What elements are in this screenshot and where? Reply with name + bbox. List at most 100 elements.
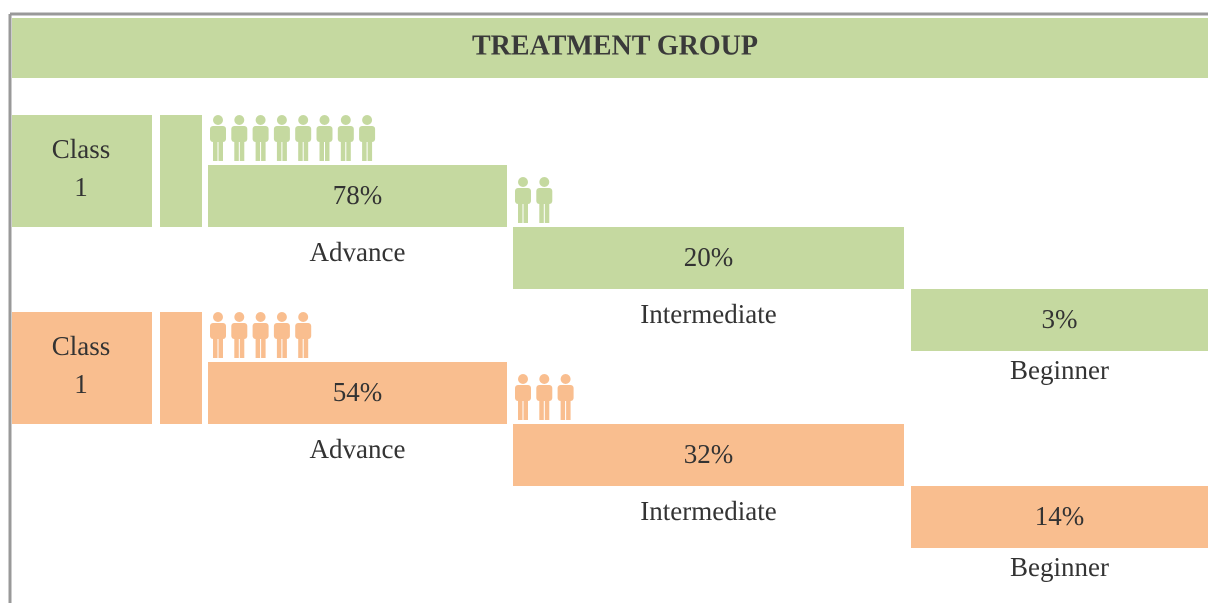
- person-icon: [252, 115, 269, 161]
- level-bar: [208, 362, 507, 424]
- level-percent: 3%: [1042, 304, 1078, 334]
- icon-leg: [539, 201, 544, 223]
- icon-head: [298, 115, 309, 125]
- person-icon: [295, 312, 312, 358]
- icon-head: [319, 115, 330, 125]
- person-icon: [273, 312, 290, 358]
- icon-leg: [276, 139, 282, 161]
- header-band: [12, 18, 1208, 78]
- class-label-line: 1: [74, 172, 88, 202]
- person-icon: [273, 115, 290, 161]
- level-percent: 14%: [1035, 501, 1085, 531]
- icon-head: [234, 115, 245, 125]
- person-icon: [210, 312, 226, 358]
- icon-leg: [367, 139, 373, 161]
- icon-body: [316, 126, 333, 142]
- level-name: Beginner: [1010, 355, 1109, 385]
- level-bar: [911, 486, 1208, 548]
- icon-leg: [303, 139, 309, 161]
- icon-leg: [282, 336, 287, 358]
- level-bar: [513, 424, 904, 486]
- icon-head: [255, 115, 266, 125]
- icon-head: [298, 312, 309, 322]
- icon-body: [252, 126, 269, 142]
- class-label-line: 1: [74, 369, 88, 399]
- class-strip: [160, 312, 202, 424]
- icon-leg: [298, 336, 303, 358]
- icon-head: [362, 115, 373, 125]
- level-bar: [513, 227, 904, 289]
- level-name: Advance: [310, 237, 406, 267]
- level-bar: [208, 165, 507, 227]
- icon-leg: [362, 139, 367, 161]
- level-name: Intermediate: [640, 496, 776, 526]
- level-percent: 54%: [333, 377, 383, 407]
- person-icon: [231, 312, 248, 358]
- person-icon: [536, 177, 553, 223]
- icon-head: [213, 312, 223, 322]
- person-icon: [252, 312, 269, 358]
- icon-body: [252, 323, 269, 339]
- icon-leg: [218, 336, 223, 358]
- icon-head: [276, 115, 287, 125]
- icon-leg: [282, 139, 287, 161]
- icon-leg: [303, 336, 309, 358]
- icon-leg: [346, 139, 351, 161]
- icon-leg: [523, 398, 528, 420]
- icon-head: [213, 115, 223, 125]
- class-box: [12, 115, 152, 227]
- person-icon: [515, 177, 531, 223]
- icon-leg: [239, 139, 245, 161]
- icon-leg: [239, 336, 245, 358]
- icon-leg: [560, 398, 566, 420]
- icon-body: [515, 385, 531, 401]
- icon-leg: [234, 336, 239, 358]
- person-icon: [359, 115, 376, 161]
- level-name: Intermediate: [640, 299, 776, 329]
- icon-head: [539, 177, 550, 187]
- header-title: TREATMENT GROUP: [472, 30, 758, 61]
- icon-leg: [544, 201, 550, 223]
- icon-leg: [518, 201, 523, 223]
- level-percent: 78%: [333, 180, 383, 210]
- icon-body: [231, 323, 248, 339]
- icon-body: [295, 126, 312, 142]
- level-name: Beginner: [1010, 552, 1109, 582]
- icon-leg: [213, 336, 218, 358]
- icon-body: [359, 126, 376, 142]
- icon-leg: [523, 201, 528, 223]
- icon-body: [210, 323, 226, 339]
- icon-leg: [325, 139, 330, 161]
- icon-leg: [261, 336, 266, 358]
- icon-leg: [518, 398, 523, 420]
- icon-body: [515, 188, 531, 204]
- person-icon: [210, 115, 226, 161]
- person-icon: [557, 374, 574, 420]
- person-icon: [316, 115, 333, 161]
- icon-leg: [566, 398, 571, 420]
- icon-leg: [255, 139, 261, 161]
- icon-leg: [218, 139, 223, 161]
- level-percent: 32%: [684, 439, 734, 469]
- level-percent: 20%: [684, 242, 734, 272]
- icon-body: [536, 385, 553, 401]
- class-label-line: Class: [52, 134, 111, 164]
- icon-body: [273, 323, 290, 339]
- icon-head: [255, 312, 266, 322]
- icon-leg: [255, 336, 261, 358]
- icon-leg: [298, 139, 303, 161]
- icon-leg: [261, 139, 266, 161]
- icon-leg: [539, 398, 544, 420]
- class-strip: [160, 115, 202, 227]
- person-icon: [231, 115, 248, 161]
- icon-head: [340, 115, 351, 125]
- level-name: Advance: [310, 434, 406, 464]
- icon-leg: [319, 139, 324, 161]
- icon-head: [560, 374, 571, 384]
- icon-leg: [276, 336, 282, 358]
- person-icon: [295, 115, 312, 161]
- icon-body: [337, 126, 354, 142]
- icon-body: [210, 126, 226, 142]
- icon-leg: [234, 139, 239, 161]
